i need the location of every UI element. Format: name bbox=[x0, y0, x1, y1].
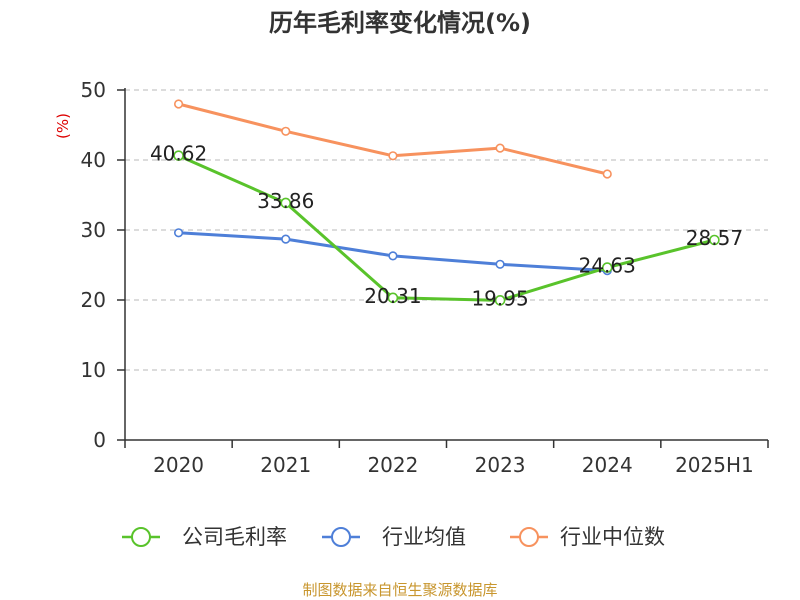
y-tick-label: 30 bbox=[81, 218, 106, 242]
legend-item: 行业中位数 bbox=[510, 525, 665, 549]
y-tick-label: 20 bbox=[81, 288, 106, 312]
x-tick-label: 2024 bbox=[582, 453, 633, 477]
data-point bbox=[281, 234, 291, 244]
data-label: 40.62 bbox=[150, 142, 207, 166]
y-tick-label: 40 bbox=[81, 148, 106, 172]
chart-title: 历年毛利率变化情况(%) bbox=[269, 9, 531, 37]
data-point bbox=[388, 251, 398, 261]
legend-label: 行业均值 bbox=[382, 525, 466, 549]
data-point bbox=[494, 295, 506, 306]
x-tick-label: 2020 bbox=[153, 453, 204, 477]
data-label: 24.63 bbox=[579, 254, 636, 278]
y-tick-label: 50 bbox=[81, 78, 106, 102]
data-point bbox=[602, 169, 612, 179]
data-label: 19.95 bbox=[471, 286, 528, 310]
legend-label: 行业中位数 bbox=[560, 525, 665, 549]
legend-item: 行业均值 bbox=[322, 525, 466, 549]
data-point bbox=[281, 126, 291, 136]
x-tick-label: 2025H1 bbox=[675, 453, 754, 477]
data-point bbox=[173, 228, 184, 238]
data-point bbox=[173, 150, 184, 161]
data-point bbox=[495, 143, 505, 153]
data-point bbox=[388, 151, 398, 161]
data-point bbox=[387, 292, 399, 304]
data-point bbox=[495, 259, 505, 269]
legend-label: 公司毛利率 bbox=[182, 525, 287, 549]
series-line bbox=[177, 154, 715, 302]
series-layer bbox=[173, 99, 720, 306]
source-footer: 制图数据来自恒生聚源数据库 bbox=[302, 581, 497, 599]
legend-item: 公司毛利率 bbox=[122, 525, 287, 549]
legend-circle-marker bbox=[131, 527, 151, 547]
data-point bbox=[601, 262, 613, 273]
y-tick-label: 0 bbox=[93, 428, 106, 452]
grid-lines bbox=[125, 89, 768, 371]
axes: 0 10 20 30 40 50 2020 2021 2022 2023 2024 2025H1 bbox=[81, 78, 769, 477]
data-point bbox=[280, 197, 292, 209]
legend: 公司毛利率 行业均值 行业中位数 bbox=[122, 525, 665, 549]
data-point bbox=[709, 234, 720, 246]
legend-circle-marker bbox=[331, 527, 351, 547]
x-tick-label: 2021 bbox=[260, 453, 311, 477]
data-label: 20.31 bbox=[364, 284, 421, 308]
x-tick-label: 2023 bbox=[475, 453, 526, 477]
data-point bbox=[173, 99, 184, 109]
data-label: 33.86 bbox=[257, 189, 314, 213]
y-axis-unit-label: (%) bbox=[54, 113, 72, 139]
series-line bbox=[178, 102, 608, 176]
data-labels: 40.62 33.86 20.31 19.95 24.63 28.57 bbox=[150, 142, 743, 311]
x-tick-label: 2022 bbox=[367, 453, 418, 477]
legend-circle-marker bbox=[519, 527, 539, 547]
data-label: 28.57 bbox=[686, 226, 743, 250]
y-tick-label: 10 bbox=[81, 358, 106, 382]
